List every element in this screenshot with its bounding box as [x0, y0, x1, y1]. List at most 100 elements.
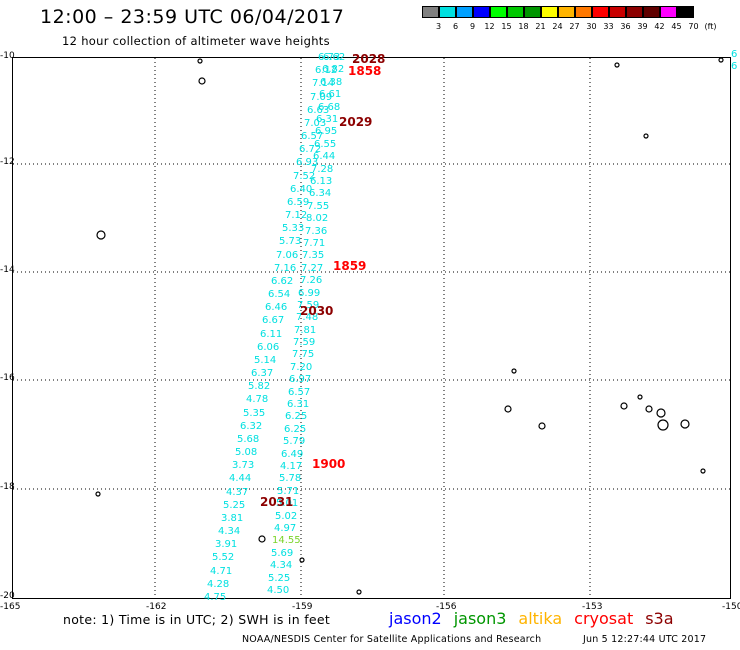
wave-height-value: 6.73 — [318, 52, 341, 63]
generation-timestamp: Jun 5 12:27:44 UTC 2017 — [583, 634, 707, 645]
chart-subtitle: 12 hour collection of altimeter wave hei… — [62, 34, 330, 48]
wave-height-value: 5.02 — [275, 511, 298, 522]
pass-time-label: 1900 — [312, 457, 346, 471]
wave-height-value: 5.25 — [268, 573, 291, 584]
color-scale-label: 24 — [552, 22, 563, 31]
wave-height-value: 5.01 — [276, 498, 299, 509]
wave-height-value: 8.02 — [306, 213, 329, 224]
color-swatch — [473, 6, 490, 18]
wave-height-value: 6.59 — [287, 197, 310, 208]
island-outline — [538, 422, 546, 430]
color-scale-label: 39 — [637, 22, 648, 31]
wave-height-value: 6.95 — [315, 126, 338, 137]
wave-height-value: 6.25 — [284, 424, 307, 435]
wave-height-value: 5.79 — [283, 436, 306, 447]
pass-time-label: 2028 — [352, 52, 386, 66]
pass-time-label: 2029 — [339, 115, 373, 129]
color-swatch — [677, 6, 694, 18]
wave-height-value: 7.35 — [302, 250, 325, 261]
map-grid-and-coastlines — [13, 58, 730, 598]
island-outline — [637, 394, 643, 400]
longitude-label: -165 — [0, 602, 21, 612]
wave-height-value: 6.37 — [251, 368, 274, 379]
island-outline — [718, 58, 724, 63]
wave-height-value: 5.14 — [254, 355, 277, 366]
pass-time-label: 1858 — [348, 64, 382, 78]
chart-title: 12:00 – 23:59 UTC 06/04/2017 — [40, 6, 345, 28]
wave-height-value: 7.09 — [310, 92, 333, 103]
color-scale-label: 12 — [484, 22, 495, 31]
legend-altika: altika — [518, 609, 563, 628]
color-swatch — [541, 6, 558, 18]
wave-height-value: 5.69 — [271, 548, 294, 559]
wave-height-value: 6.99 — [298, 288, 321, 299]
wave-height-value: 5.33 — [282, 223, 305, 234]
wave-height-value: 6.46 — [265, 302, 288, 313]
wave-height-value: 4.37 — [226, 487, 249, 498]
wave-height-value: 14.55 — [272, 535, 301, 546]
latitude-label: -20 — [0, 591, 15, 601]
color-scale-label: 6 — [452, 22, 459, 31]
longitude-label: -153 — [582, 602, 603, 612]
wave-height-value: 6.57 — [288, 387, 311, 398]
color-swatch — [490, 6, 507, 18]
color-swatch — [439, 6, 456, 18]
color-swatch — [524, 6, 541, 18]
island-outline — [299, 557, 305, 563]
island-outline — [656, 408, 666, 418]
wave-height-value: 7.28 — [311, 164, 334, 175]
wave-height-value: 6.06 — [257, 342, 280, 353]
latitude-label: -14 — [0, 265, 15, 275]
wave-height-value: 7.71 — [303, 238, 326, 249]
wave-height-value: 5.25 — [223, 500, 246, 511]
wave-height-value: 5.73 — [279, 236, 302, 247]
island-outline — [643, 133, 649, 139]
legend-s3a: s3a — [645, 609, 674, 628]
color-swatch — [422, 6, 439, 18]
wave-height-value: 7.06 — [276, 250, 299, 261]
pass-time-label: 2031 — [260, 495, 294, 509]
color-scale-label: 21 — [535, 22, 546, 31]
wave-height-value: 4.44 — [229, 473, 252, 484]
color-swatch — [575, 6, 592, 18]
wave-height-value: 5.35 — [243, 408, 266, 419]
wave-height-value: 3.91 — [215, 539, 238, 550]
longitude-label: -150 — [722, 602, 740, 612]
longitude-label: -159 — [292, 602, 313, 612]
island-outline — [197, 58, 203, 64]
wave-height-value: 4.17 — [280, 461, 303, 472]
wave-height-value: 6.49 — [281, 449, 304, 460]
wave-height-value: 6.32 — [240, 421, 263, 432]
color-scale-label: 42 — [654, 22, 665, 31]
island-outline — [95, 491, 101, 497]
wave-height-value: 6.82 — [322, 64, 345, 75]
pass-time-label: 1859 — [333, 259, 367, 273]
island-outline — [258, 535, 266, 543]
island-outline — [504, 405, 512, 413]
island-outline — [700, 468, 706, 474]
island-outline — [614, 62, 620, 68]
wave-height-value: 7.52 — [293, 171, 316, 182]
wave-height-value: 4.34 — [218, 526, 241, 537]
wave-height-value: 7.03 — [304, 118, 327, 129]
wave-height-value: 6.55 — [314, 139, 337, 150]
wave-height-value: 6.68 — [318, 102, 341, 113]
wave-height-value: 7.59 — [293, 337, 316, 348]
wave-height-value: 6 — [731, 49, 738, 60]
island-outline — [620, 402, 628, 410]
island-outline — [657, 419, 669, 431]
color-scale-label: (ft) — [704, 22, 717, 31]
color-scale-label: 33 — [603, 22, 614, 31]
wave-height-value: 5.52 — [212, 552, 235, 563]
color-scale-label: 36 — [620, 22, 631, 31]
wave-height-value: 6.13 — [310, 176, 333, 187]
wave-height-value: 6.31 — [287, 399, 310, 410]
credit-line: NOAA/NESDIS Center for Satellite Applica… — [242, 634, 542, 645]
latitude-label: -16 — [0, 373, 15, 383]
color-scale-label: 70 — [688, 22, 699, 31]
color-swatch — [456, 6, 473, 18]
footer-note: note: 1) Time is in UTC; 2) SWH is in fe… — [63, 612, 331, 627]
longitude-label: -156 — [436, 602, 457, 612]
color-swatch — [609, 6, 626, 18]
wave-height-value: 6.40 — [290, 184, 313, 195]
